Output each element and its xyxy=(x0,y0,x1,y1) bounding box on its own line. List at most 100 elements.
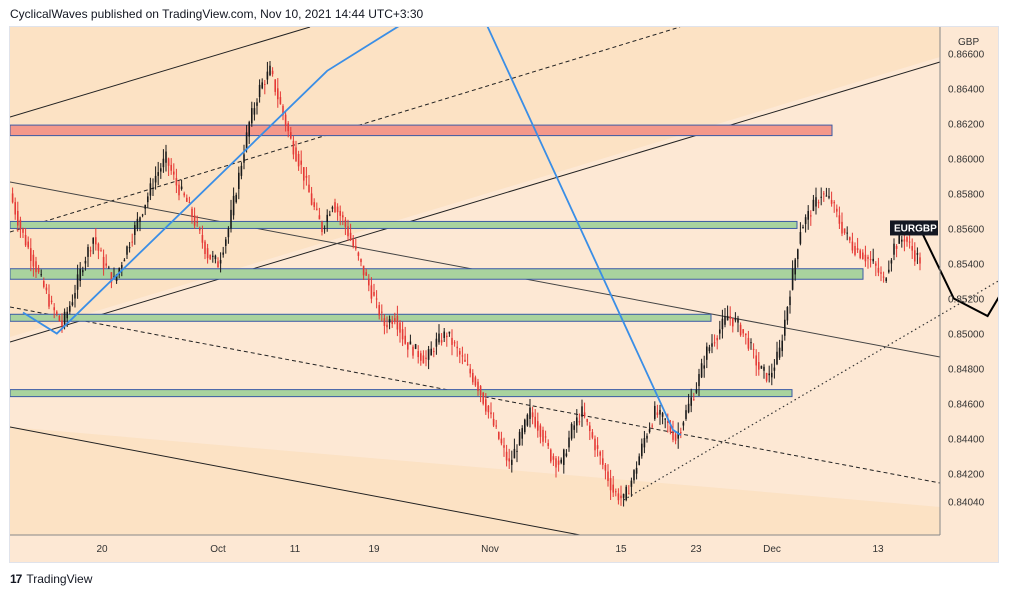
candle-body xyxy=(505,451,508,461)
candle-body xyxy=(916,253,919,255)
candle-body xyxy=(721,318,724,330)
candle-body xyxy=(370,285,373,299)
candle-body xyxy=(466,364,469,366)
candle-body xyxy=(711,343,713,347)
candle-body xyxy=(134,225,136,236)
candle-body xyxy=(420,353,422,361)
candle-body xyxy=(284,114,287,127)
candle-body xyxy=(245,132,248,150)
candle-body xyxy=(680,432,682,434)
candle-body xyxy=(287,123,289,132)
candle-body xyxy=(318,215,321,220)
candle-body xyxy=(136,218,139,229)
candle-body xyxy=(791,268,794,290)
candle-body xyxy=(407,342,409,350)
candle-body xyxy=(487,405,490,413)
candle-body xyxy=(264,83,266,85)
candle-body xyxy=(474,377,477,386)
candle-body xyxy=(781,340,783,352)
candle-body xyxy=(277,88,279,100)
candle-body xyxy=(253,108,256,115)
candle-body xyxy=(14,202,16,215)
candle-body xyxy=(768,373,770,376)
candle-body xyxy=(329,214,331,216)
candle-body xyxy=(43,281,45,287)
zone-green-3 xyxy=(10,313,712,322)
candle-body xyxy=(214,255,217,260)
candle-body xyxy=(61,320,63,327)
lower-channel-line xyxy=(10,426,581,536)
candle-body xyxy=(149,183,152,196)
candle-body xyxy=(66,311,68,319)
candle-body xyxy=(225,239,227,246)
candle-body xyxy=(628,493,630,495)
candle-body xyxy=(882,276,885,278)
candle-body xyxy=(451,337,453,345)
candle-body xyxy=(386,324,388,328)
candle-body xyxy=(141,214,144,216)
candle-body xyxy=(409,341,412,345)
candle-body xyxy=(604,464,607,471)
price-tick-label: 0.85600 xyxy=(948,224,985,235)
candle-body xyxy=(121,265,123,268)
zone-green-4 xyxy=(10,389,793,398)
candle-body xyxy=(875,263,877,266)
candle-body xyxy=(339,210,341,216)
candle-body xyxy=(352,239,354,247)
candle-body xyxy=(529,407,531,419)
upper-channel-line xyxy=(10,27,311,118)
current-price-label: EURGBP xyxy=(894,223,937,234)
candle-body xyxy=(105,263,107,266)
candle-body xyxy=(812,199,815,211)
candle-body xyxy=(859,250,861,259)
candle-body xyxy=(823,193,825,195)
candle-body xyxy=(180,186,183,190)
candle-body xyxy=(17,210,19,226)
candle-body xyxy=(128,247,131,249)
price-tick-label: 0.86400 xyxy=(948,84,985,95)
candle-body xyxy=(586,418,588,422)
candle-body xyxy=(97,243,100,251)
candle-body xyxy=(526,414,529,426)
candle-body xyxy=(799,232,802,244)
candle-body xyxy=(368,278,370,286)
candle-body xyxy=(365,272,367,276)
candle-body xyxy=(74,292,76,299)
candle-body xyxy=(578,421,581,423)
candle-body xyxy=(797,249,799,260)
projection-path xyxy=(919,228,998,318)
footer: 17 TradingView xyxy=(10,572,92,586)
candle-body xyxy=(199,228,201,231)
candlestick-chart[interactable]: 0.84040 0.84200 0.84400 0.84600 0.84800 0.850… xyxy=(10,27,999,563)
candle-body xyxy=(313,202,315,207)
candle-body xyxy=(568,437,570,448)
candle-body xyxy=(362,265,365,276)
candle-body xyxy=(804,217,807,225)
candle-body xyxy=(53,307,55,311)
chart-panel[interactable]: 0.84040 0.84200 0.84400 0.84600 0.84800 0.850… xyxy=(9,26,999,563)
candle-body xyxy=(591,432,594,438)
candle-body xyxy=(219,259,222,264)
candle-body xyxy=(914,250,916,262)
candle-body xyxy=(188,202,191,204)
candle-body xyxy=(706,346,708,360)
candle-body xyxy=(846,232,848,234)
publisher-header: CyclicalWaves published on TradingView.c… xyxy=(10,7,424,21)
candle-body xyxy=(552,456,555,460)
candle-body xyxy=(776,351,778,365)
candle-body xyxy=(334,202,336,212)
candle-body xyxy=(763,366,765,371)
candle-body xyxy=(443,331,445,338)
candle-body xyxy=(537,421,539,431)
candle-body xyxy=(279,97,282,105)
candle-body xyxy=(282,105,284,116)
candle-body xyxy=(269,65,271,76)
candle-body xyxy=(485,399,487,412)
candle-body xyxy=(581,406,583,417)
candle-body xyxy=(448,331,451,334)
candle-body xyxy=(292,140,295,155)
candle-body xyxy=(295,147,297,161)
candle-body xyxy=(297,154,300,167)
candle-body xyxy=(126,246,128,255)
candle-body xyxy=(672,429,674,440)
